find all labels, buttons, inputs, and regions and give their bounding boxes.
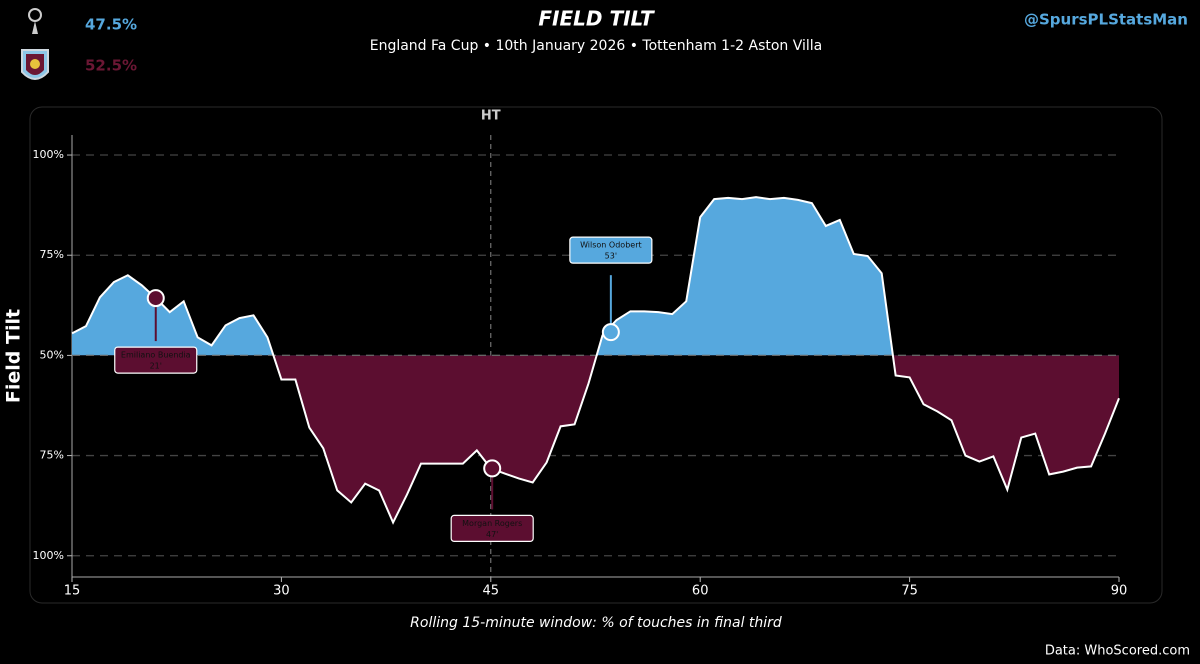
goal-player: Emiliano Buendia	[121, 351, 191, 360]
x-tick-label: 45	[483, 584, 500, 599]
goal-marker	[146, 289, 165, 308]
home-share: 47.5%	[85, 16, 137, 34]
y-tick-label: 75%	[40, 449, 64, 462]
x-tick-label: 75	[901, 584, 918, 599]
y-tick-label: 100%	[33, 148, 64, 161]
y-tick-label: 50%	[40, 348, 64, 361]
source: Data: WhoScored.com	[1045, 644, 1190, 659]
y-axis-label: Field Tilt	[3, 309, 25, 403]
goal-player: Morgan Rogers	[462, 519, 522, 528]
tilt-line	[71, 196, 1120, 525]
half-time-label: HT	[481, 109, 501, 124]
x-tick-label: 90	[1111, 584, 1128, 599]
caption: Rolling 15-minute window: % of touches i…	[410, 615, 782, 631]
chart-subtitle: England Fa Cup • 10th January 2026 • Tot…	[370, 38, 823, 54]
goal-label-box	[569, 236, 653, 264]
home-crest	[28, 8, 42, 34]
chart-title: FIELD TILT	[538, 7, 655, 31]
x-tick-label: 60	[692, 584, 709, 599]
x-tick-label: 30	[273, 584, 290, 599]
area-away	[72, 355, 1119, 523]
y-tick-label: 75%	[40, 248, 64, 261]
handle: @SpursPLStatsMan	[1024, 11, 1188, 29]
goal-label-box	[114, 346, 198, 374]
goal-minute: 21'	[150, 362, 162, 371]
goal-minute: 53'	[605, 252, 617, 261]
away-crest	[21, 49, 49, 80]
goal-minute: 47'	[486, 530, 498, 539]
goal-player: Wilson Odobert	[580, 241, 642, 250]
goal-marker	[601, 323, 620, 342]
x-tick-label: 15	[64, 584, 81, 599]
away-share: 52.5%	[85, 57, 137, 75]
area-home	[72, 197, 893, 356]
goal-marker	[483, 459, 502, 478]
y-tick-label: 100%	[33, 549, 64, 562]
goal-label-box	[450, 514, 534, 543]
